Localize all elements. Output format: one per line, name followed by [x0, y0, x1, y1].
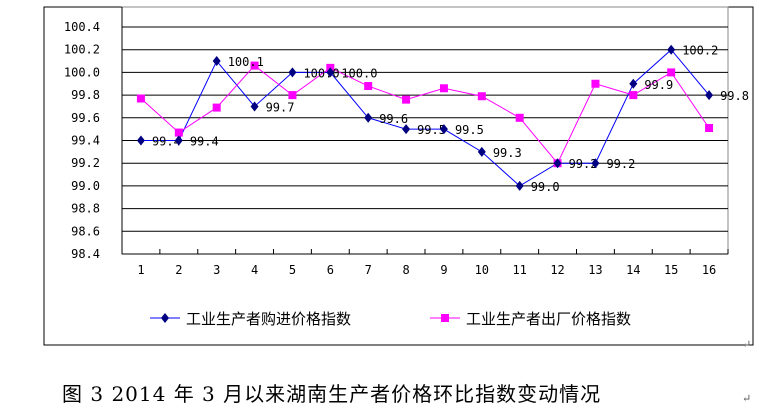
chart-border: [43, 6, 754, 346]
data-label: 99.5: [417, 123, 446, 137]
data-point-diamond: [591, 158, 600, 169]
x-tick-label: 13: [588, 263, 602, 277]
data-point-diamond: [402, 124, 411, 135]
data-point-diamond: [212, 56, 221, 67]
data-point-square: [174, 128, 183, 137]
x-tick-label: 15: [664, 263, 678, 277]
paragraph-mark-icon: ↵: [742, 392, 752, 405]
x-tick-label: 4: [251, 263, 258, 277]
data-point-diamond: [705, 90, 714, 101]
x-tick-label: 7: [365, 263, 372, 277]
x-tick-label: 16: [702, 263, 716, 277]
data-point-square: [629, 91, 638, 100]
data-point-diamond: [667, 44, 676, 55]
y-tick-label: 99.8: [71, 88, 100, 102]
x-tick-label: 1: [137, 263, 144, 277]
y-tick-label: 100.0: [64, 65, 100, 79]
legend-label: 工业生产者出厂价格指数: [466, 310, 631, 328]
y-tick-label: 100.2: [64, 43, 100, 57]
data-point-square: [477, 92, 486, 101]
data-label: 99.0: [531, 180, 560, 194]
data-point-square: [288, 91, 297, 100]
data-point-diamond: [439, 124, 448, 135]
x-tick-label: 11: [512, 263, 526, 277]
data-point-square: [250, 61, 259, 70]
data-point-square: [212, 103, 221, 112]
paragraph-mark-icon: ↵: [742, 338, 752, 351]
x-tick-label: 6: [327, 263, 334, 277]
legend-label: 工业生产者购进价格指数: [186, 310, 351, 328]
data-point-diamond: [326, 67, 335, 78]
legend-marker-square: [441, 314, 449, 322]
y-tick-label: 99.4: [71, 134, 100, 148]
data-label: 99.3: [493, 146, 522, 160]
data-label: 99.4: [190, 135, 219, 149]
data-point-square: [705, 124, 714, 133]
data-point-diamond: [364, 112, 373, 123]
data-label: 99.2: [606, 157, 635, 171]
data-point-diamond: [477, 146, 486, 157]
data-point-square: [591, 79, 600, 88]
data-point-diamond: [288, 67, 297, 78]
x-tick-label: 2: [175, 263, 182, 277]
data-label: 99.7: [266, 100, 295, 114]
y-tick-label: 98.6: [71, 224, 100, 238]
data-label: 100.2: [682, 44, 718, 58]
x-tick-label: 3: [213, 263, 220, 277]
x-tick-label: 8: [402, 263, 409, 277]
x-tick-label: 10: [475, 263, 489, 277]
data-point-square: [402, 95, 411, 104]
y-tick-label: 100.4: [64, 20, 100, 34]
x-tick-label: 12: [550, 263, 564, 277]
data-point-square: [439, 84, 448, 93]
data-label: 99.2: [569, 157, 598, 171]
figure-caption: 图 3 2014 年 3 月以来湖南生产者价格环比指数变动情况: [62, 382, 602, 406]
legend-marker-diamond: [161, 313, 169, 323]
data-label: 99.4: [152, 135, 181, 149]
data-point-square: [515, 113, 524, 122]
data-point-diamond: [136, 135, 145, 146]
y-tick-label: 98.4: [71, 247, 100, 261]
series-line-1: [140, 48, 710, 187]
data-point-diamond: [174, 135, 183, 146]
x-tick-label: 14: [626, 263, 640, 277]
data-point-square: [667, 68, 676, 77]
data-label: 100.1: [228, 55, 264, 69]
y-tick-label: 99.0: [71, 179, 100, 193]
data-label: 99.5: [455, 123, 484, 137]
x-tick-label: 5: [289, 263, 296, 277]
data-label: 99.8: [720, 89, 749, 103]
data-point-diamond: [629, 78, 638, 89]
data-label: 99.6: [379, 112, 408, 126]
data-point-square: [364, 82, 373, 91]
line-chart: 98.498.698.899.099.299.499.699.8100.0100…: [43, 6, 754, 346]
y-tick-label: 99.6: [71, 111, 100, 125]
y-tick-label: 99.2: [71, 156, 100, 170]
data-point-diamond: [515, 180, 524, 191]
data-label: 100.0: [341, 66, 377, 80]
data-label: 99.9: [644, 78, 673, 92]
data-point-diamond: [250, 101, 259, 112]
data-point-diamond: [553, 158, 562, 169]
series-line-2: [140, 64, 710, 165]
y-tick-label: 98.8: [71, 202, 100, 216]
data-point-square: [136, 94, 145, 103]
x-tick-label: 9: [440, 263, 447, 277]
data-label: 100.0: [303, 66, 339, 80]
